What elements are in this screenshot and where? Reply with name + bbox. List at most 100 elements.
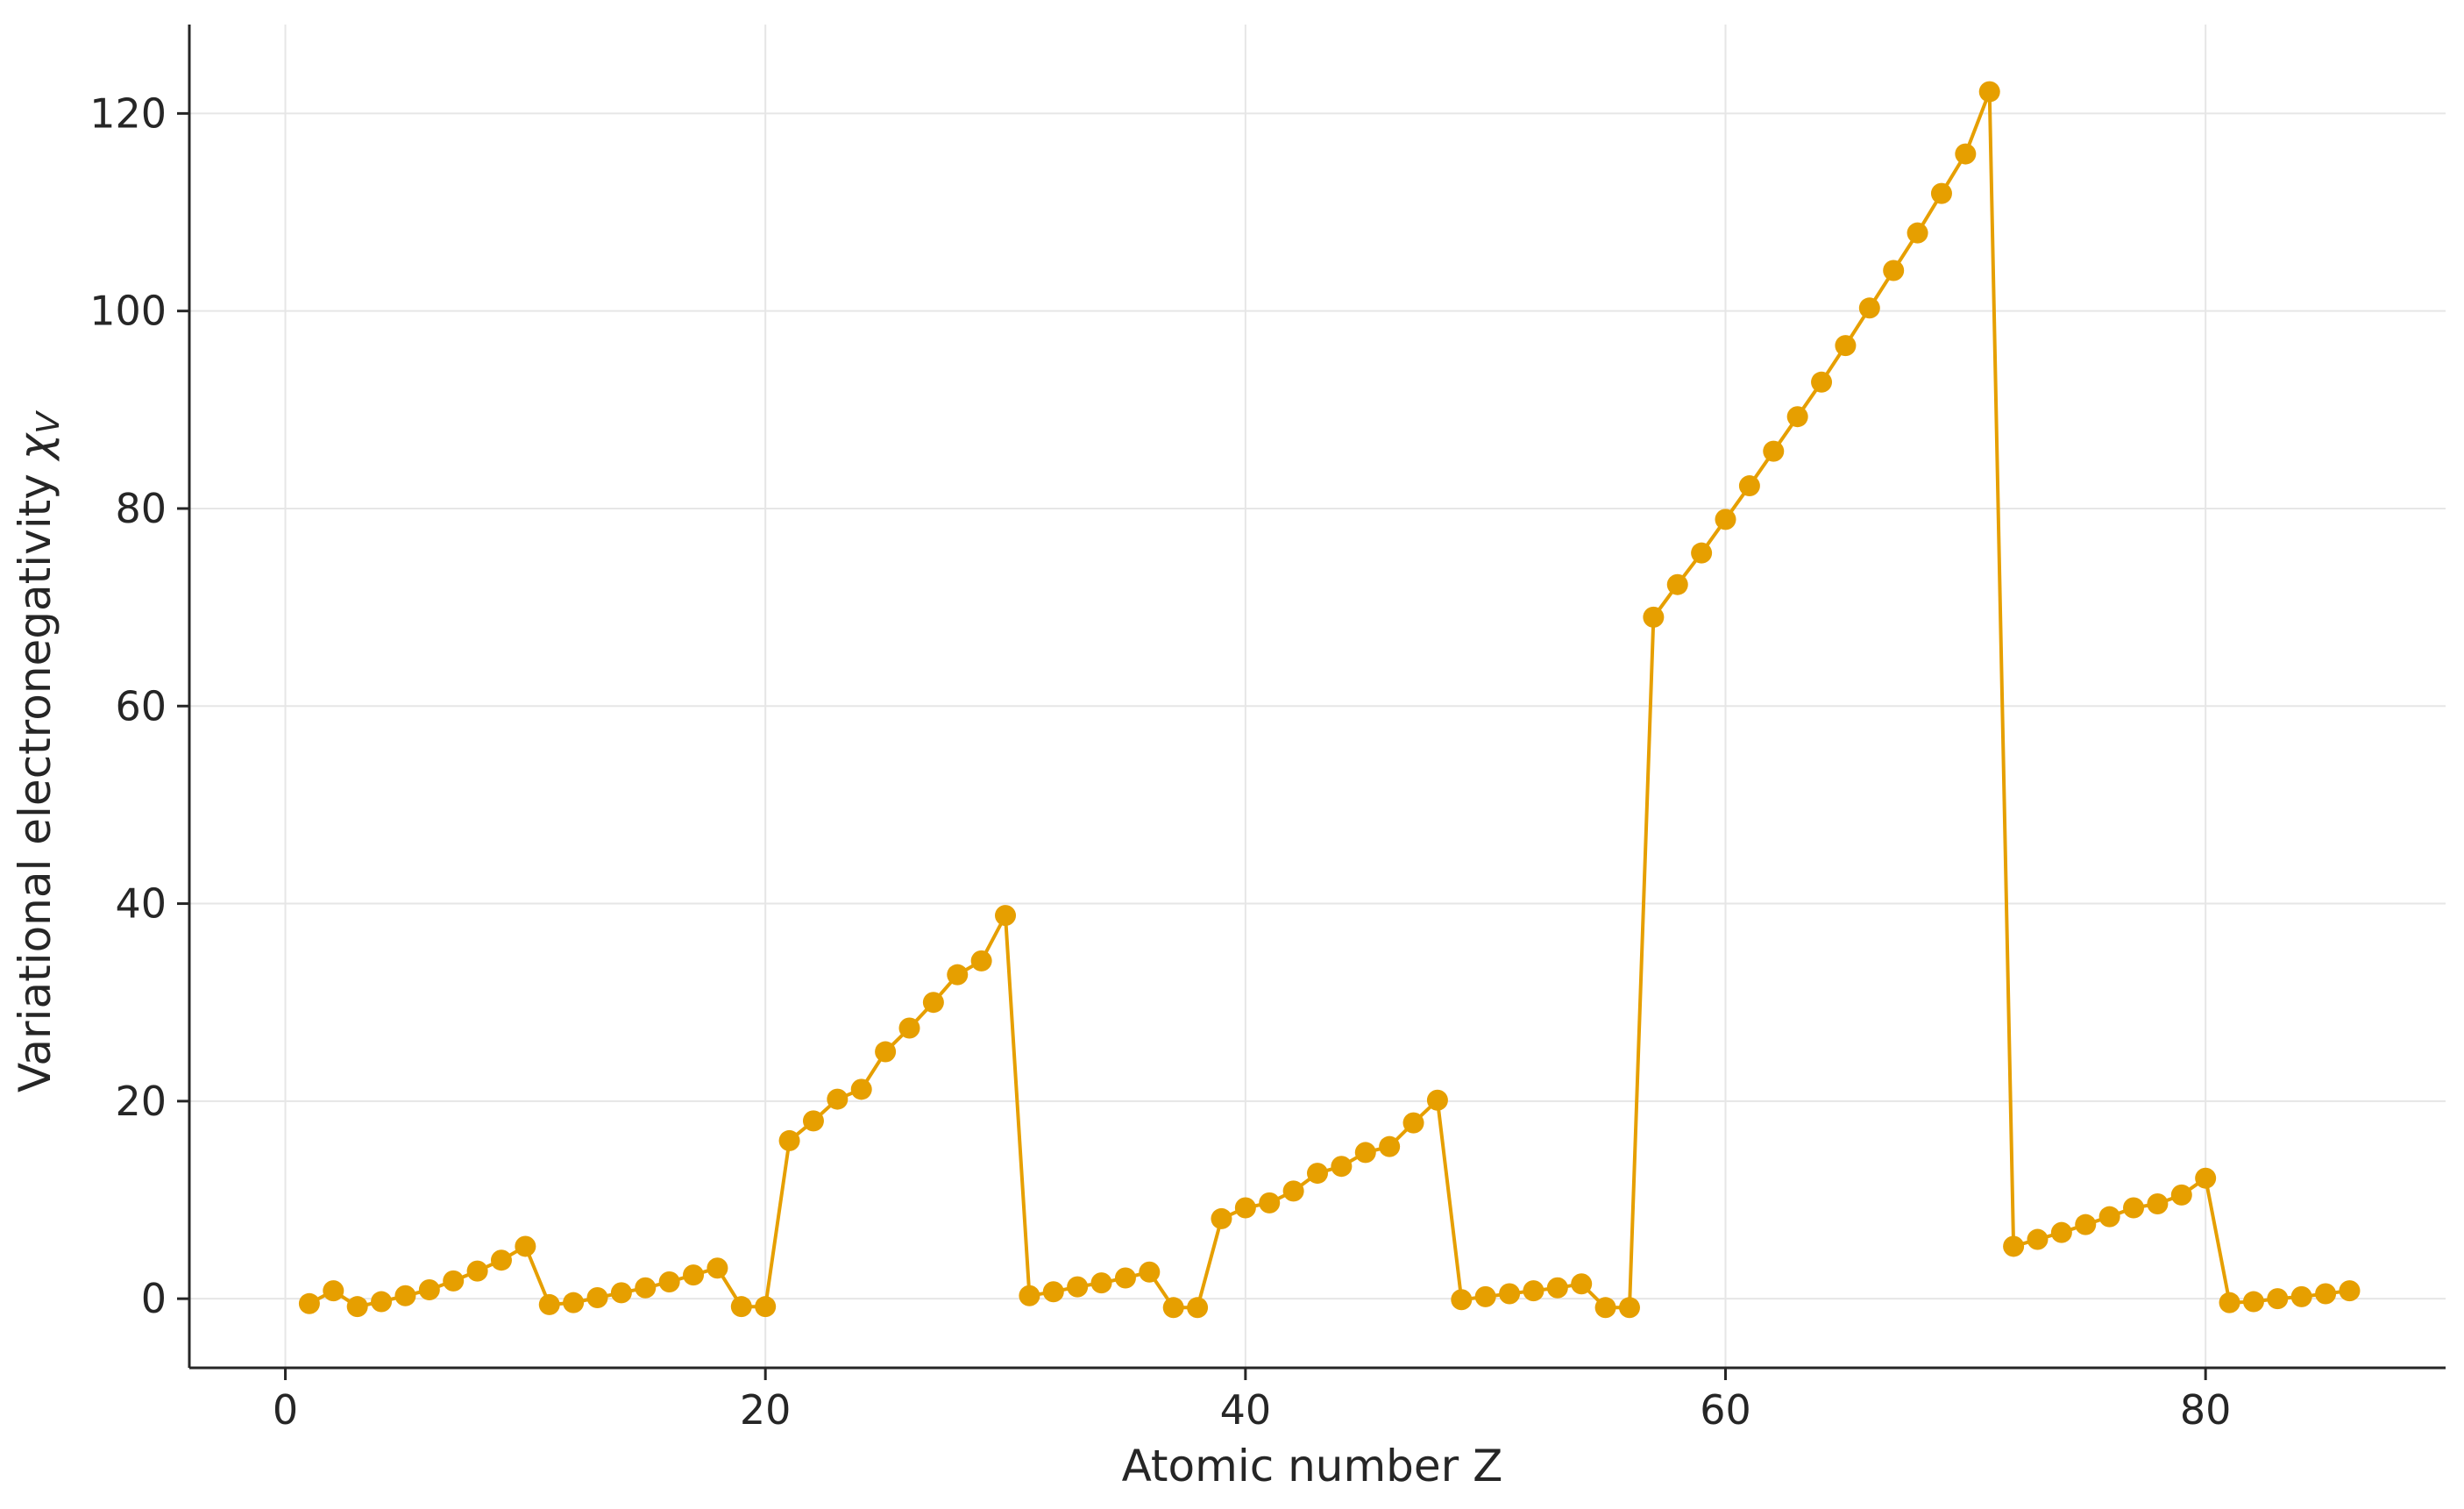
data-point: [1211, 1207, 1232, 1229]
data-point: [898, 1017, 920, 1039]
data-point: [1666, 573, 1688, 595]
data-point: [610, 1282, 632, 1304]
data-point: [1019, 1285, 1040, 1306]
data-point: [394, 1285, 416, 1306]
data-point: [371, 1291, 393, 1313]
x-tick-label: 40: [1220, 1386, 1272, 1434]
data-point: [802, 1110, 824, 1132]
data-point: [707, 1257, 728, 1279]
data-point: [586, 1287, 608, 1309]
data-point: [1594, 1297, 1616, 1319]
data-point: [970, 950, 992, 972]
data-point: [298, 1292, 320, 1314]
y-tick-label: 20: [115, 1078, 167, 1125]
data-point: [2339, 1280, 2361, 1302]
series-markers: [298, 81, 2361, 1319]
y-axis-label: Variational electronegativity χV: [10, 410, 67, 1093]
data-point: [2075, 1214, 2097, 1235]
series: [298, 81, 2361, 1319]
data-point: [2242, 1291, 2264, 1313]
data-point: [1234, 1197, 1256, 1219]
data-point: [1763, 440, 1785, 462]
data-point: [1379, 1135, 1401, 1157]
data-point: [1402, 1112, 1424, 1134]
y-axis-label-text: Variational electronegativity: [10, 459, 60, 1093]
data-point: [1955, 143, 1977, 165]
data-point: [1187, 1297, 1209, 1319]
data-point: [2123, 1197, 2145, 1219]
data-point: [418, 1279, 440, 1301]
data-point: [658, 1271, 680, 1292]
data-point: [635, 1277, 657, 1299]
data-point: [730, 1296, 752, 1318]
data-point: [2219, 1292, 2240, 1313]
data-point: [2195, 1167, 2217, 1189]
data-point: [1883, 260, 1905, 281]
data-point: [1259, 1192, 1281, 1214]
data-point: [1571, 1273, 1593, 1295]
data-point: [922, 992, 944, 1014]
data-point: [2098, 1206, 2120, 1228]
data-point: [490, 1249, 512, 1271]
data-point: [346, 1296, 368, 1318]
data-point: [827, 1088, 849, 1110]
data-point: [2290, 1285, 2312, 1307]
data-point: [1114, 1267, 1136, 1289]
data-point: [1738, 475, 1760, 497]
data-point: [1499, 1283, 1521, 1305]
data-point: [1307, 1163, 1328, 1185]
x-ticks: 0 20 40 60 80: [273, 1368, 2231, 1434]
y-tick-label: 40: [115, 880, 167, 928]
data-point: [1331, 1156, 1353, 1178]
data-point: [2267, 1288, 2289, 1310]
x-tick-label: 60: [1700, 1386, 1751, 1434]
data-point: [683, 1264, 705, 1286]
data-point: [1858, 297, 1880, 319]
data-point: [323, 1280, 344, 1302]
data-point: [850, 1078, 872, 1100]
data-point: [1282, 1180, 1304, 1202]
data-point: [1978, 81, 2000, 103]
data-point: [1474, 1285, 1496, 1307]
data-point: [1139, 1261, 1161, 1283]
data-point: [1930, 182, 1952, 204]
data-point: [1523, 1280, 1544, 1302]
data-point: [1835, 335, 1857, 357]
data-point: [2170, 1184, 2192, 1206]
data-point: [2003, 1235, 2025, 1257]
data-point: [1162, 1297, 1184, 1319]
data-point: [1451, 1289, 1473, 1311]
data-point: [1546, 1277, 1568, 1299]
data-point: [563, 1292, 585, 1313]
x-tick-label: 20: [740, 1386, 792, 1434]
data-point: [1618, 1297, 1640, 1319]
data-point: [2050, 1221, 2072, 1243]
data-point: [2027, 1228, 2049, 1250]
data-point: [778, 1129, 800, 1151]
y-axis-label-subscript: V: [31, 410, 67, 434]
data-point: [947, 964, 969, 986]
data-point: [1354, 1142, 1376, 1164]
data-point: [1426, 1089, 1448, 1111]
data-point: [466, 1260, 488, 1282]
y-axis-label-symbol: χ: [10, 431, 60, 462]
data-point: [1811, 371, 1833, 393]
y-tick-label: 120: [89, 89, 167, 137]
data-point: [1786, 406, 1808, 428]
y-tick-label: 0: [141, 1275, 167, 1322]
x-tick-label: 0: [273, 1386, 298, 1434]
y-tick-label: 80: [115, 485, 167, 532]
axes: [188, 25, 2446, 1370]
data-point: [755, 1296, 777, 1318]
x-axis-label: Atomic number Z: [1122, 1441, 1503, 1491]
data-point: [1907, 222, 1928, 244]
data-point: [2147, 1193, 2169, 1215]
series-line: [308, 89, 2350, 1310]
data-point: [1067, 1276, 1089, 1298]
data-point: [515, 1235, 536, 1257]
data-point: [1042, 1281, 1064, 1303]
y-tick-label: 60: [115, 682, 167, 730]
data-point: [1090, 1272, 1112, 1294]
data-point: [995, 905, 1017, 927]
